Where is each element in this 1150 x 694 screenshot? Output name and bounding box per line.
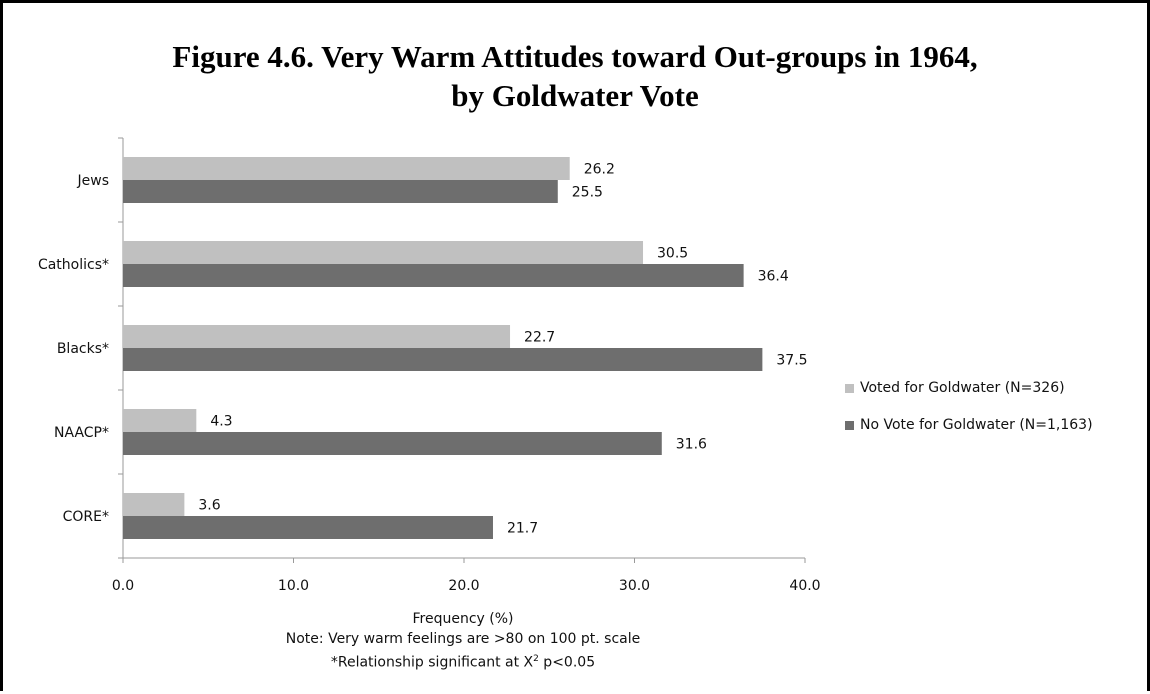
bar bbox=[123, 325, 511, 348]
note-significance: *Relationship significant at X2 p<0.05 bbox=[203, 649, 723, 673]
data-label: 21.7 bbox=[507, 521, 538, 537]
bar bbox=[123, 432, 662, 455]
legend-swatch-no-vote bbox=[845, 420, 854, 430]
x-tick-label: 10.0 bbox=[278, 578, 309, 594]
note-scale: Note: Very warm feelings are >80 on 100 … bbox=[285, 631, 641, 647]
chart-title-line-2: by Goldwater Vote bbox=[451, 78, 699, 113]
x-tick-label: 0.0 bbox=[112, 578, 134, 594]
x-tick-label: 40.0 bbox=[789, 578, 820, 594]
legend-item-no-vote: No Vote for Goldwater (N=1,163) bbox=[845, 415, 1093, 435]
data-label: 26.2 bbox=[584, 162, 615, 178]
category-label: Catholics* bbox=[38, 257, 109, 273]
data-label: 37.5 bbox=[776, 353, 807, 369]
bar bbox=[123, 493, 185, 516]
bar bbox=[123, 157, 570, 180]
data-label: 4.3 bbox=[210, 414, 232, 430]
bar bbox=[123, 180, 558, 203]
bar bbox=[123, 409, 197, 432]
x-tick-label: 20.0 bbox=[448, 578, 479, 594]
bar bbox=[123, 264, 744, 287]
category-label: NAACP* bbox=[54, 425, 109, 441]
data-label: 31.6 bbox=[676, 437, 707, 453]
data-label: 3.6 bbox=[198, 498, 220, 514]
chart-title: Figure 4.6. Very Warm Attitudes toward O… bbox=[63, 37, 1087, 115]
legend-label-no-vote: No Vote for Goldwater (N=1,163) bbox=[860, 417, 1093, 433]
legend-swatch-voted bbox=[845, 383, 854, 393]
bar bbox=[123, 241, 644, 264]
category-label: Jews bbox=[77, 173, 110, 189]
chart-notes: Frequency (%) Note: Very warm feelings a… bbox=[203, 609, 723, 673]
bar bbox=[123, 348, 763, 371]
category-label: Blacks* bbox=[57, 341, 109, 357]
note-significance-text: *Relationship significant at X bbox=[330, 654, 534, 671]
data-label: 36.4 bbox=[758, 269, 789, 285]
note-significance-superscript: 2 bbox=[533, 654, 539, 664]
x-tick-label: 30.0 bbox=[619, 578, 650, 594]
data-label: 25.5 bbox=[572, 185, 603, 201]
note-significance-suffix: p<0.05 bbox=[538, 654, 596, 671]
category-label: CORE* bbox=[63, 509, 109, 525]
legend-item-voted: Voted for Goldwater (N=326) bbox=[845, 378, 1093, 398]
data-label: 30.5 bbox=[657, 246, 688, 262]
bar-chart: 0.0 10.0 20.0 30.0 40.0 Jews 26.2 25.5 Catholics… bbox=[38, 137, 821, 594]
x-axis-label: Frequency (%) bbox=[412, 611, 514, 627]
chart-title-line-1: Figure 4.6. Very Warm Attitudes toward O… bbox=[172, 39, 978, 74]
bar bbox=[123, 516, 493, 539]
data-label: 22.7 bbox=[524, 330, 555, 346]
legend-label-voted: Voted for Goldwater (N=326) bbox=[860, 380, 1065, 396]
legend: Voted for Goldwater (N=326) No Vote for … bbox=[845, 378, 1093, 452]
